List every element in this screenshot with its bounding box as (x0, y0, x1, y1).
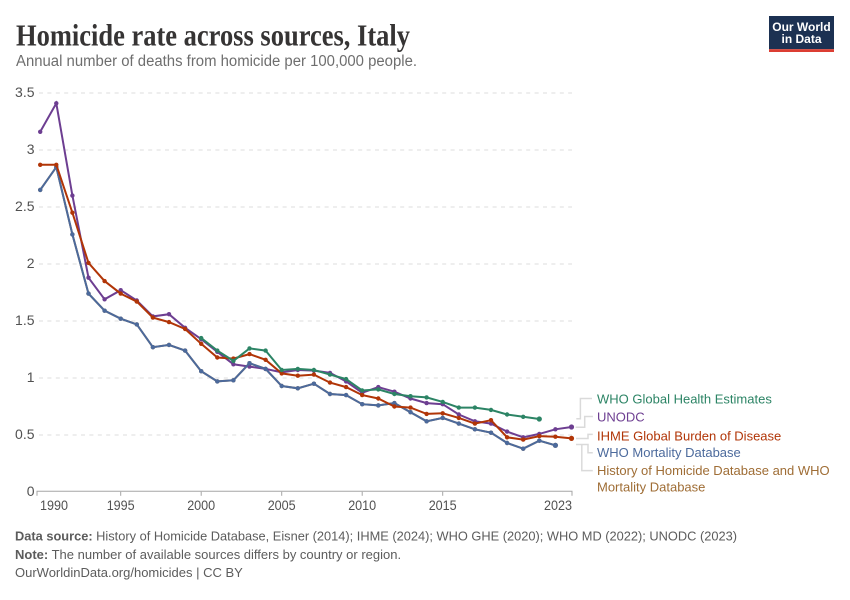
svg-text:2.5: 2.5 (15, 198, 35, 214)
svg-text:1990: 1990 (40, 497, 68, 513)
svg-text:0.5: 0.5 (15, 426, 35, 442)
svg-text:2005: 2005 (268, 497, 296, 513)
svg-text:2015: 2015 (429, 497, 457, 513)
svg-text:2023: 2023 (544, 497, 572, 513)
svg-text:in Data: in Data (781, 32, 821, 46)
svg-text:Note: The number of available: Note: The number of available sources di… (15, 547, 401, 562)
svg-text:Homicide rate across sources,: Homicide rate across sources, Italy (16, 18, 410, 53)
svg-text:2000: 2000 (187, 497, 215, 513)
svg-text:Data source: History of Homici: Data source: History of Homicide Databas… (15, 529, 737, 544)
svg-text:1: 1 (27, 369, 35, 385)
svg-text:UNODC: UNODC (597, 410, 645, 425)
svg-text:History of Homicide Database a: History of Homicide Database and WHO (597, 463, 830, 478)
svg-text:Mortality Database: Mortality Database (597, 480, 705, 495)
svg-text:0: 0 (27, 483, 35, 499)
svg-text:Annual number of deaths from h: Annual number of deaths from homicide pe… (16, 53, 417, 70)
svg-text:1.5: 1.5 (15, 312, 35, 328)
svg-text:IHME Global Burden of Disease: IHME Global Burden of Disease (597, 429, 781, 444)
svg-text:1995: 1995 (107, 497, 135, 513)
svg-text:WHO Mortality Database: WHO Mortality Database (597, 445, 741, 460)
svg-text:3.5: 3.5 (15, 84, 35, 100)
svg-text:OurWorldinData.org/homicides |: OurWorldinData.org/homicides | CC BY (15, 565, 243, 580)
svg-text:2010: 2010 (348, 497, 376, 513)
svg-text:WHO Global Health Estimates: WHO Global Health Estimates (597, 391, 772, 406)
svg-text:2: 2 (27, 255, 35, 271)
svg-text:Our World: Our World (772, 20, 830, 34)
svg-text:3: 3 (27, 141, 35, 157)
